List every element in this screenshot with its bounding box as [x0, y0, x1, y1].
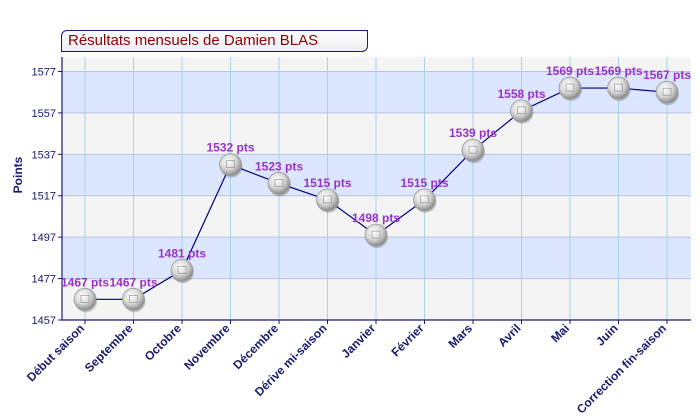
data-point-emblem — [226, 160, 235, 168]
y-tick-label: 1477 — [32, 274, 56, 286]
x-tick-label: Avril — [495, 321, 523, 349]
data-point — [73, 287, 97, 311]
x-tick-label: Février — [388, 321, 426, 359]
data-point — [558, 76, 582, 100]
chart-title: Résultats mensuels de Damien BLAS — [68, 32, 319, 49]
data-label: 1515 pts — [400, 176, 448, 190]
data-point-emblem — [468, 145, 478, 154]
data-label: 1498 pts — [352, 211, 400, 225]
data-label: 1515 pts — [303, 176, 351, 190]
x-tick-label: Mai — [548, 321, 572, 345]
y-tick-label: 1517 — [32, 191, 56, 203]
data-point — [364, 223, 388, 247]
y-tick-label: 1557 — [32, 108, 56, 120]
data-point — [122, 287, 145, 311]
data-point — [510, 99, 533, 123]
x-tick-label: Novembre — [181, 321, 233, 373]
y-tick-label: 1537 — [32, 149, 56, 161]
data-label: 1569 pts — [594, 64, 642, 78]
data-point — [461, 138, 485, 162]
data-point-emblem — [129, 294, 138, 303]
data-label: 1523 pts — [255, 159, 303, 173]
x-tick-label: Septembre — [82, 321, 136, 375]
y-axis-label: Points — [11, 156, 25, 194]
data-point-emblem — [80, 294, 90, 303]
chart-title-box: Résultats mensuels de Damien BLAS — [61, 30, 368, 52]
data-point — [607, 76, 630, 100]
data-label: 1532 pts — [206, 141, 254, 155]
data-point-emblem — [177, 265, 187, 274]
data-point-emblem — [274, 179, 284, 187]
data-label: 1558 pts — [497, 87, 545, 101]
data-label: 1567 pts — [643, 68, 691, 82]
x-tick-label: Janvier — [339, 321, 379, 361]
x-tick-label: Juin — [593, 321, 620, 348]
data-point-emblem — [614, 83, 623, 92]
data-point-emblem — [565, 83, 575, 92]
data-point — [170, 258, 194, 282]
data-label: 1467 pts — [61, 275, 109, 289]
data-label: 1467 pts — [109, 275, 157, 289]
x-tick-label: Mars — [445, 321, 475, 351]
data-label: 1539 pts — [449, 126, 497, 140]
y-tick-label: 1497 — [32, 232, 56, 244]
data-point-emblem — [517, 106, 526, 115]
data-point — [219, 153, 242, 177]
data-point-emblem — [323, 195, 332, 204]
data-point-emblem — [371, 230, 381, 239]
y-tick-label: 1457 — [32, 315, 56, 327]
data-label: 1569 pts — [546, 64, 594, 78]
data-point-emblem — [662, 87, 672, 96]
x-tick-label: Octobre — [142, 321, 185, 364]
data-point — [267, 171, 291, 195]
data-point-emblem — [420, 195, 429, 204]
data-point — [316, 188, 339, 212]
data-label: 1481 pts — [158, 246, 206, 260]
x-tick-label: Début saison — [24, 321, 87, 384]
data-point — [413, 188, 436, 212]
y-tick-label: 1577 — [32, 66, 56, 78]
x-tick-label: Décembre — [230, 321, 281, 372]
x-tick-label: Correction fin-saison — [574, 321, 669, 416]
data-point — [655, 80, 679, 104]
